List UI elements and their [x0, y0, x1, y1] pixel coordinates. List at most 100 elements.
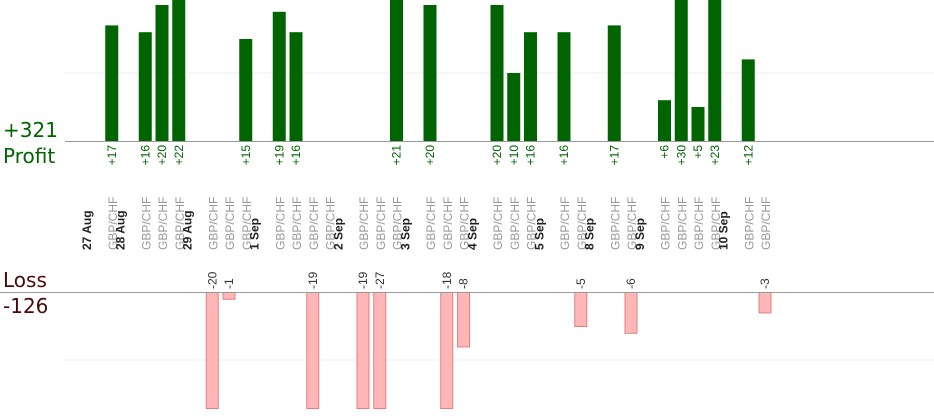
pair-tick-label: GBP/CHF — [742, 197, 756, 250]
loss-data-label: -3 — [758, 278, 772, 289]
pair-tick-label: GBP/CHF — [240, 197, 254, 250]
pair-tick-label: GBP/CHF — [106, 197, 120, 250]
profit-bar — [658, 100, 671, 141]
profit-bar — [507, 73, 521, 141]
profit-bar — [172, 0, 186, 141]
loss-bar — [356, 292, 370, 409]
pair-tick-label: GBP/CHF — [558, 197, 572, 250]
profit-bar — [138, 32, 152, 142]
profit-data-label: +20 — [155, 145, 169, 166]
profit-bar — [691, 107, 705, 141]
date-tick-label: 29 Aug — [181, 210, 195, 250]
profit-data-label: +16 — [138, 145, 152, 166]
profit-bar — [524, 32, 537, 142]
loss-data-label: -6 — [624, 278, 638, 289]
profit-data-label: +17 — [607, 145, 621, 166]
profit-bar — [272, 11, 286, 141]
profit-bar — [239, 39, 253, 141]
pair-tick-label: GBP/CHF — [424, 197, 438, 250]
loss-bar — [440, 292, 454, 409]
profit-data-label: +20 — [423, 145, 437, 166]
trade-labels: 27 Aug GBP/CHF +17 28 Aug GBP/CHF +16 GBP/CHF +… — [80, 145, 773, 289]
profit-bar — [557, 32, 571, 142]
date-tick-label: 1 Sep — [248, 218, 262, 250]
loss-bar — [624, 292, 638, 334]
profit-bar — [708, 0, 722, 141]
pair-tick-label: GBP/CHF — [206, 197, 220, 250]
loss-bar — [373, 292, 387, 409]
pair-tick-label: GBP/CHF — [692, 197, 706, 250]
profit-bar — [490, 5, 504, 141]
pair-tick-label: GBP/CHF — [441, 197, 455, 250]
profit-bar — [390, 0, 403, 141]
pair-tick-label: GBP/CHF — [391, 197, 405, 250]
pair-tick-label: GBP/CHF — [273, 197, 287, 250]
profit-data-label: +16 — [557, 145, 571, 166]
loss-bar — [574, 292, 588, 327]
profit-data-label: +12 — [741, 145, 755, 166]
pair-tick-label: GBP/CHF — [491, 197, 505, 250]
date-tick-label: 5 Sep — [532, 218, 546, 250]
profit-bar — [607, 25, 621, 141]
loss-data-label: -18 — [440, 271, 454, 289]
loss-total: -126 — [3, 294, 49, 318]
pair-tick-label: GBP/CHF — [173, 197, 187, 250]
date-tick-label: 3 Sep — [398, 218, 412, 250]
date-tick-label: 10 Sep — [717, 211, 731, 250]
date-tick-label: 27 Aug — [80, 210, 94, 250]
loss-data-label: -5 — [574, 278, 588, 289]
profit-total: +321 — [3, 118, 58, 142]
date-tick-label: 8 Sep — [583, 218, 597, 250]
loss-data-label: -27 — [373, 271, 387, 289]
loss-bar — [222, 292, 236, 300]
pair-tick-label: GBP/CHF — [525, 197, 539, 250]
profit-data-label: +6 — [658, 145, 672, 159]
profit-data-label: +23 — [708, 145, 722, 166]
loss-data-label: -19 — [306, 271, 320, 289]
profit-data-label: +22 — [172, 145, 186, 166]
axis-layer — [0, 141, 934, 293]
pair-tick-label: GBP/CHF — [290, 197, 304, 250]
profit-data-label: +17 — [105, 145, 119, 166]
profit-bar — [741, 59, 755, 141]
loss-label: Loss — [3, 268, 47, 292]
profit-data-label: +19 — [272, 145, 286, 166]
profit-label: Profit — [3, 144, 56, 168]
profit-data-label: +16 — [289, 145, 303, 166]
loss-data-label: -8 — [457, 278, 471, 289]
pair-tick-label: GBP/CHF — [458, 197, 472, 250]
pair-tick-label: GBP/CHF — [759, 197, 773, 250]
profit-bars — [105, 0, 755, 142]
date-tick-label: 2 Sep — [331, 218, 345, 250]
pair-tick-label: GBP/CHF — [659, 197, 673, 250]
loss-data-label: -1 — [222, 278, 236, 289]
loss-data-label: -20 — [205, 271, 219, 289]
pair-tick-label: GBP/CHF — [357, 197, 371, 250]
loss-bar — [457, 292, 470, 348]
pair-tick-label: GBP/CHF — [508, 197, 522, 250]
pair-tick-label: GBP/CHF — [223, 197, 237, 250]
profit-data-label: +16 — [524, 145, 538, 166]
date-tick-label: 4 Sep — [465, 218, 479, 250]
pair-tick-label: GBP/CHF — [156, 197, 170, 250]
pair-tick-label: GBP/CHF — [374, 197, 388, 250]
pair-tick-label: GBP/CHF — [675, 197, 689, 250]
date-tick-label: 9 Sep — [633, 218, 647, 250]
profit-bar — [155, 5, 169, 141]
loss-bar — [758, 292, 772, 314]
loss-bar — [205, 292, 219, 409]
profit-data-label: +30 — [674, 145, 688, 166]
loss-bars — [205, 292, 772, 409]
pair-tick-label: GBP/CHF — [575, 197, 589, 250]
date-tick-label: 28 Aug — [114, 210, 128, 250]
pair-tick-label: GBP/CHF — [324, 197, 338, 250]
pair-tick-label: GBP/CHF — [307, 197, 321, 250]
profit-bar — [105, 25, 119, 141]
profit-bar — [423, 5, 437, 141]
profit-data-label: +21 — [390, 145, 404, 166]
profit-bar — [674, 0, 688, 141]
profit-bar — [289, 32, 303, 142]
profit-data-label: +5 — [691, 145, 705, 159]
profit-data-label: +10 — [507, 145, 521, 166]
